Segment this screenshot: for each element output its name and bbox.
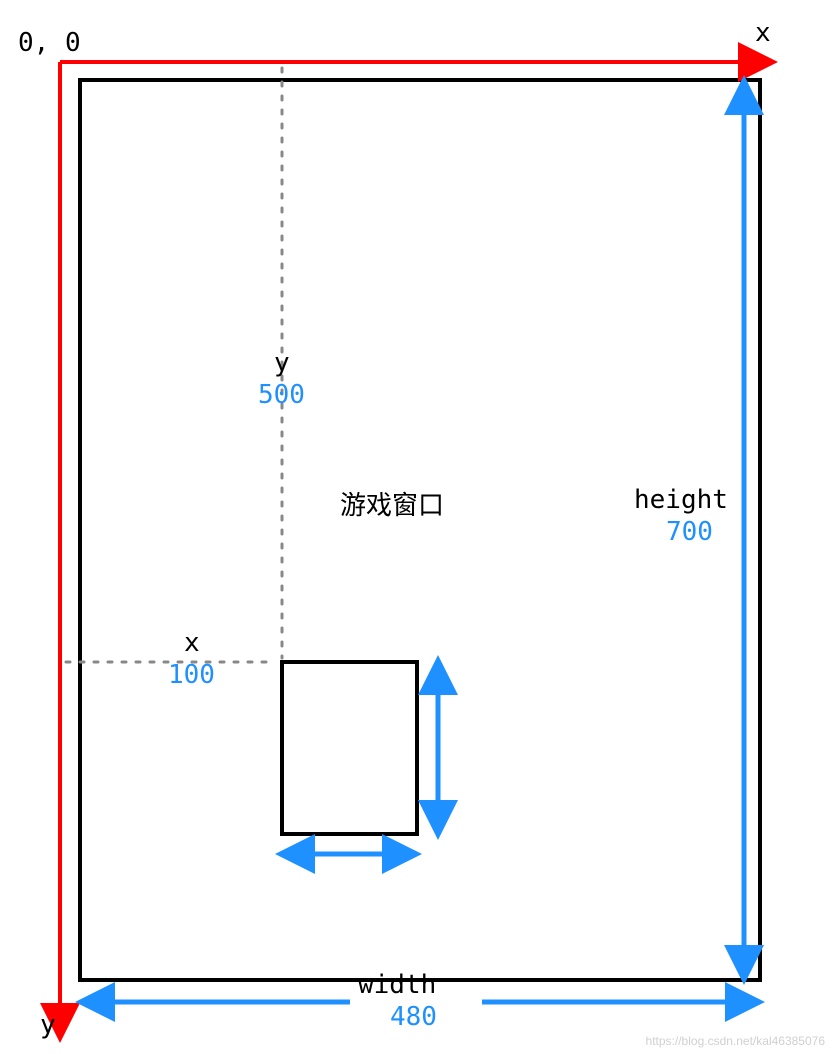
inner-box [282,662,417,834]
window-title: 游戏窗口 [340,485,444,522]
x-coord-label: x [184,628,200,658]
width-value: 480 [390,1002,437,1032]
y-coord-value: 500 [258,380,305,410]
origin-label: 0, 0 [18,28,81,58]
y-axis-label: y [40,1010,56,1040]
x-axis-label: x [755,18,771,48]
height-value: 700 [666,517,713,547]
x-coord-value: 100 [168,660,215,690]
width-label: width [358,970,436,1000]
height-label: height [634,485,728,515]
watermark: https://blog.csdn.net/kal46385076 [646,1034,825,1048]
y-coord-label: y [274,348,290,378]
outer-box [80,80,760,980]
